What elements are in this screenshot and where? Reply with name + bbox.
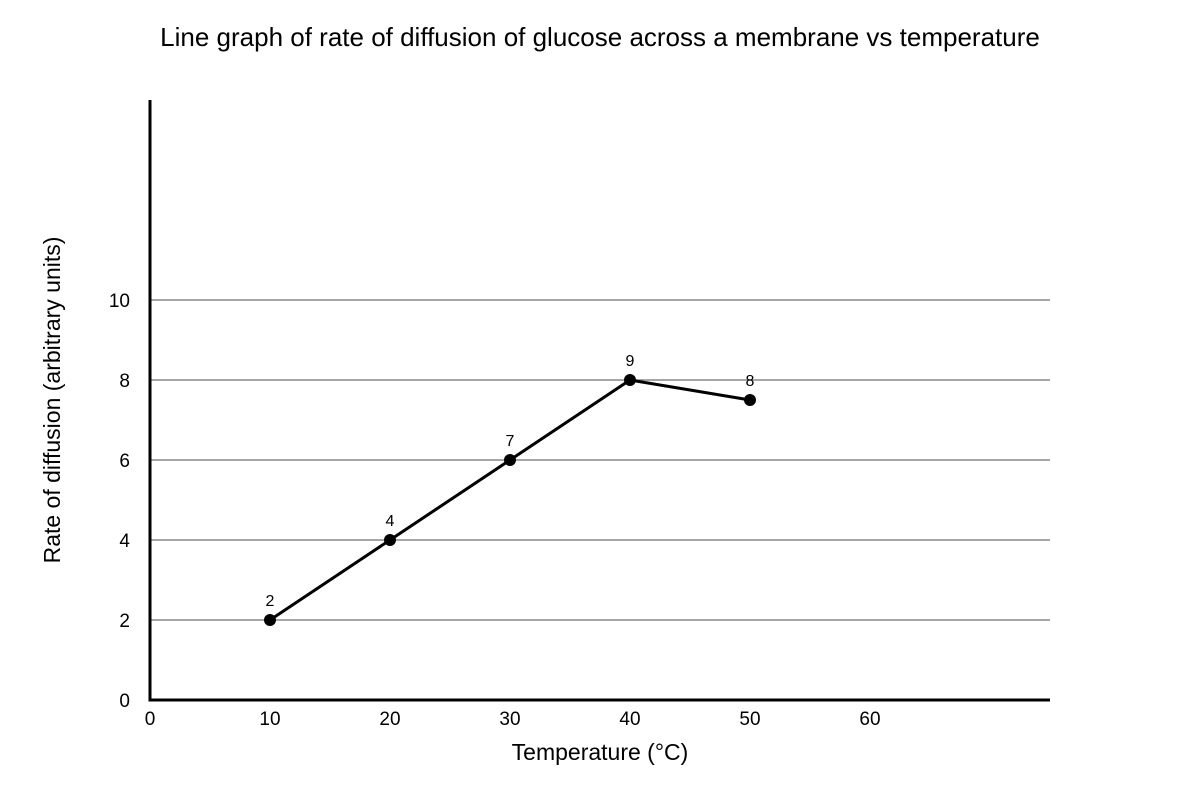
data-label-30: 7 [506, 433, 515, 450]
axes [148, 100, 1050, 702]
data-label-10: 2 [266, 593, 275, 610]
data-point-10 [264, 614, 276, 626]
x-axis-title: Temperature (°C) [512, 739, 689, 765]
data-point-50 [744, 394, 756, 406]
data-label-40: 9 [626, 353, 635, 370]
data-label-50: 8 [746, 373, 755, 390]
tick-labels: 0 2 4 6 8 10 0 10 20 30 40 50 60 [109, 291, 881, 730]
y-tick-label-8: 8 [119, 371, 130, 392]
y-tick-label-2: 2 [119, 611, 130, 632]
data-point-20 [384, 534, 396, 546]
grid-lines [150, 299, 1050, 621]
y-tick-label-10: 10 [109, 291, 130, 312]
x-tick-label-0: 0 [145, 709, 156, 730]
data-label-20: 4 [386, 513, 395, 530]
series-line-0 [269, 378, 751, 622]
series [264, 374, 756, 626]
x-tick-label-10: 10 [259, 709, 280, 730]
y-axis-title: Rate of diffusion (arbitrary units) [39, 237, 65, 564]
y-tick-label-6: 6 [119, 451, 130, 472]
data-point-40 [624, 374, 636, 386]
x-tick-label-20: 20 [379, 709, 400, 730]
x-tick-label-30: 30 [499, 709, 520, 730]
chart-title: Line graph of rate of diffusion of gluco… [160, 22, 1040, 52]
x-tick-label-40: 40 [619, 709, 640, 730]
y-tick-label-0: 0 [119, 691, 130, 712]
data-point-30 [504, 454, 516, 466]
x-tick-label-50: 50 [739, 709, 760, 730]
y-tick-label-4: 4 [119, 531, 130, 552]
x-tick-label-60: 60 [859, 709, 880, 730]
data-labels: 2 4 7 9 8 [266, 353, 755, 610]
